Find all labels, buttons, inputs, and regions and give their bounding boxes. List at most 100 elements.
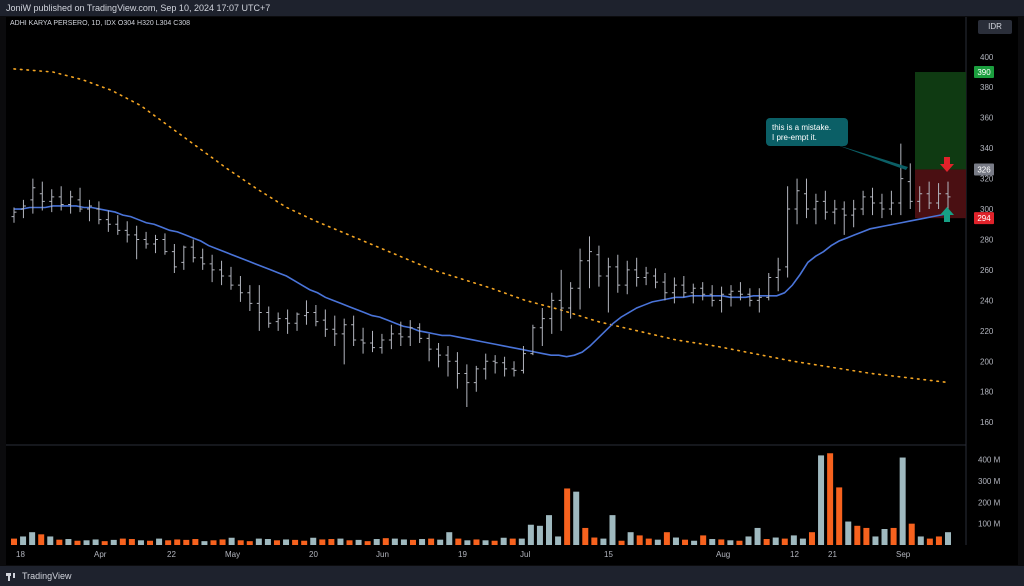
volume-bar — [337, 538, 344, 545]
ohlc-bar — [549, 292, 555, 334]
volume-bar — [582, 527, 589, 545]
volume-bar — [881, 529, 888, 545]
ohlc-bar — [539, 307, 545, 347]
ohlc-bar — [483, 353, 489, 380]
volume-bar — [718, 539, 725, 545]
ohlc-bar — [237, 276, 243, 302]
volume-bar — [536, 525, 543, 545]
volume-bar — [573, 491, 580, 545]
ohlc-bar — [577, 248, 583, 310]
symbol-name: ADHI KARYA PERSERO, 1D, IDX — [10, 20, 116, 27]
volume-bar — [790, 535, 797, 545]
volume-bar — [709, 539, 716, 545]
ohlc-bar — [171, 244, 177, 273]
ohlc-bar — [870, 187, 876, 216]
x-tick-label: 18 — [16, 550, 25, 559]
annotation-pointer — [834, 144, 908, 170]
ohlc-bar — [945, 181, 951, 210]
ohlc-bar — [662, 272, 668, 301]
symbol-legend: ADHI KARYA PERSERO, 1D, IDX O304 H320 L3… — [10, 20, 190, 27]
volume-bar — [110, 539, 117, 545]
volume-bar — [663, 532, 670, 545]
ohlc-bar — [407, 320, 413, 347]
volume-bar — [38, 534, 45, 545]
volume-bar — [818, 455, 825, 545]
price-tick-label: 220 — [980, 327, 994, 336]
ohlc-bar — [445, 346, 451, 377]
volume-bar — [799, 538, 806, 545]
footer-brand: TradingView — [22, 571, 72, 581]
ohlc-bar — [832, 199, 838, 225]
volume-bar — [56, 539, 63, 545]
ohlc-bar — [898, 143, 904, 216]
volume-bar — [464, 540, 471, 545]
ohlc-bar — [77, 187, 83, 213]
volume-bar — [273, 540, 280, 545]
price-tick-label: 400 — [980, 53, 994, 62]
volume-bar — [899, 457, 906, 545]
price-tick-label: 380 — [980, 83, 994, 92]
volume-bar — [210, 540, 217, 545]
volume-bar — [745, 536, 752, 545]
ohlc-bar — [596, 245, 602, 287]
ohlc-bar — [681, 276, 687, 298]
ohlc-bar — [417, 323, 423, 343]
volume-bar — [11, 538, 17, 545]
ohlc-bar — [143, 231, 149, 249]
price-tick-label: 280 — [980, 235, 994, 244]
ohlc-bar — [568, 282, 574, 319]
volume-bar — [890, 527, 897, 545]
ohlc-bar — [511, 361, 517, 377]
target-price-label-bg — [974, 66, 994, 79]
volume-bar — [945, 532, 951, 545]
volume-bar — [156, 538, 163, 545]
volume-bar — [83, 540, 90, 545]
price-tick-label: 240 — [980, 296, 994, 305]
volume-bar — [827, 453, 834, 545]
price-tick-label: 180 — [980, 388, 994, 397]
volume-bar — [618, 540, 625, 545]
ohlc-bar — [115, 215, 121, 235]
ohlc-bar — [360, 327, 366, 354]
volume-bar — [808, 532, 815, 545]
volume-bar — [92, 539, 99, 545]
price-tick-label: 360 — [980, 114, 994, 123]
high-value: 320 — [142, 20, 154, 27]
ohlc-bar — [841, 201, 847, 235]
moving-average-line — [14, 205, 949, 358]
volume-bar — [772, 537, 779, 545]
volume-bar — [219, 539, 226, 545]
ohlc-bar — [322, 309, 328, 337]
volume-bar — [101, 541, 108, 545]
ohlc-bar — [275, 312, 281, 331]
currency-badge[interactable]: IDR — [978, 20, 1012, 34]
volume-bar — [754, 527, 761, 545]
ohlc-bar — [907, 163, 913, 210]
volume-tick-label: 300 M — [978, 477, 1001, 486]
ohlc-bar — [426, 333, 432, 362]
volume-bar — [137, 540, 144, 545]
ohlc-bar — [181, 245, 187, 270]
volume-bar — [527, 524, 534, 545]
volume-bar — [935, 536, 942, 545]
stop-price-label-bg — [974, 212, 994, 225]
ohlc-bar — [436, 343, 442, 368]
ohlc-bar — [294, 312, 300, 331]
volume-bar — [555, 536, 562, 545]
volume-bar — [147, 540, 154, 545]
low-label: L — [155, 20, 160, 27]
volume-bar — [672, 537, 679, 545]
ohlc-bar — [634, 257, 640, 287]
volume-bar — [310, 537, 317, 545]
volume-bar — [591, 537, 598, 545]
volume-bar — [165, 540, 172, 545]
ohlc-bar — [20, 199, 26, 219]
volume-bar — [600, 538, 607, 545]
volume-bar — [437, 539, 444, 545]
footer-bar: TradingView — [0, 566, 1024, 586]
chart-frame: 160 180 200 220 240 260 280 300 320 340 360 380 400 1… — [6, 17, 1018, 565]
ohlc-bar — [49, 189, 55, 213]
price-chart[interactable]: 160 180 200 220 240 260 280 300 320 340 360 380 400 1… — [6, 17, 1018, 565]
volume-bar — [781, 538, 788, 545]
volume-bar — [872, 536, 879, 545]
